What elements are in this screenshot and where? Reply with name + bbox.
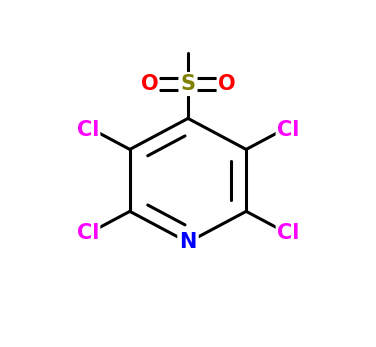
Text: O: O <box>141 74 158 94</box>
Text: Cl: Cl <box>277 223 299 243</box>
Text: O: O <box>218 74 235 94</box>
Text: N: N <box>179 232 197 252</box>
Text: Cl: Cl <box>277 120 299 141</box>
Text: Cl: Cl <box>77 223 99 243</box>
Text: S: S <box>180 74 196 94</box>
Text: Cl: Cl <box>77 120 99 141</box>
